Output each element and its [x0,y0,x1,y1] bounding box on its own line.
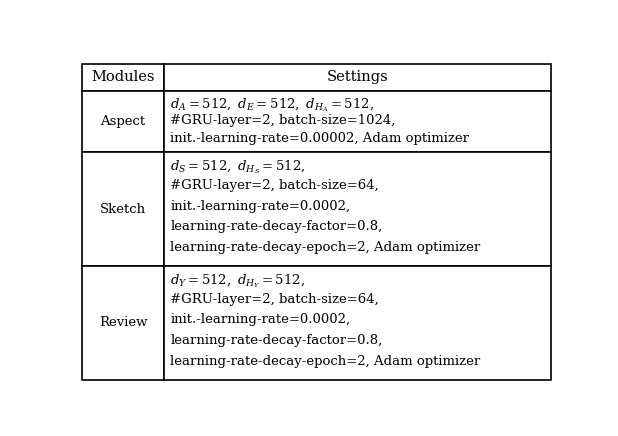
Bar [82,266,164,380]
Text: learning-rate-decay-epoch=2, Adam optimizer: learning-rate-decay-epoch=2, Adam optimi… [171,355,481,368]
Text: Aspect: Aspect [101,115,146,128]
Text: learning-rate-decay-epoch=2, Adam optimizer: learning-rate-decay-epoch=2, Adam optimi… [171,241,481,254]
Text: Review: Review [99,317,147,329]
Text: init.-learning-rate=0.0002,: init.-learning-rate=0.0002, [171,200,350,213]
Text: learning-rate-decay-factor=0.8,: learning-rate-decay-factor=0.8, [171,334,383,347]
Text: Settings: Settings [327,71,389,85]
Text: #GRU-layer=2, batch-size=64,: #GRU-layer=2, batch-size=64, [171,293,379,306]
Text: init.-learning-rate=0.00002, Adam optimizer: init.-learning-rate=0.00002, Adam optimi… [171,132,470,145]
Text: #GRU-layer=2, batch-size=64,: #GRU-layer=2, batch-size=64, [171,179,379,192]
Text: $d_S = 512,\ d_{H_S} = 512,$: $d_S = 512,\ d_{H_S} = 512,$ [171,159,306,176]
Bar [82,153,164,266]
Bar [164,266,551,380]
Bar [164,64,551,91]
Text: learning-rate-decay-factor=0.8,: learning-rate-decay-factor=0.8, [171,221,383,234]
Text: Sketch: Sketch [100,203,146,216]
Text: Modules: Modules [91,71,155,85]
Text: $d_Y = 512,\ d_{H_Y} = 512,$: $d_Y = 512,\ d_{H_Y} = 512,$ [171,272,305,290]
Bar [82,91,164,153]
Text: #GRU-layer=2, batch-size=1024,: #GRU-layer=2, batch-size=1024, [171,114,396,127]
Text: init.-learning-rate=0.0002,: init.-learning-rate=0.0002, [171,313,350,327]
Bar [164,91,551,153]
Bar [164,153,551,266]
Bar [82,64,164,91]
Text: $d_A = 512,\ d_E = 512,\ d_{H_A} = 512,$: $d_A = 512,\ d_E = 512,\ d_{H_A} = 512,$ [171,97,375,114]
